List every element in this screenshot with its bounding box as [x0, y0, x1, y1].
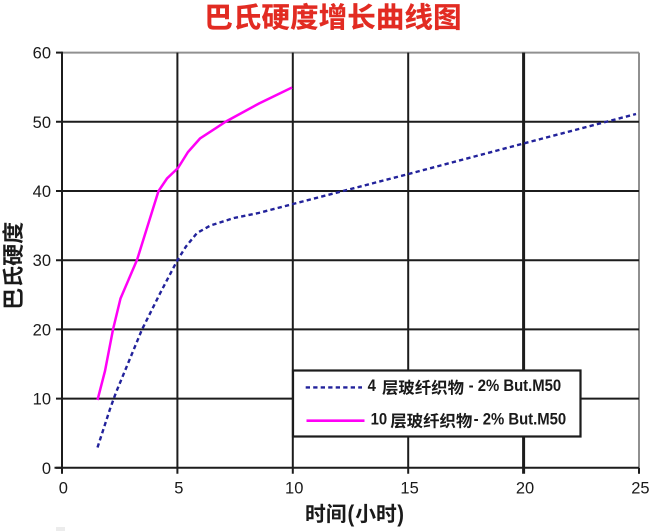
svg-text:15: 15	[400, 480, 418, 498]
svg-text:0: 0	[42, 460, 51, 478]
svg-text:40: 40	[33, 183, 51, 201]
svg-text:60: 60	[33, 45, 51, 63]
svg-text:(: (	[348, 500, 355, 527]
svg-text:20: 20	[33, 321, 51, 339]
svg-text:- 2% But.M50: - 2% But.M50	[474, 411, 567, 429]
svg-text:4: 4	[368, 377, 376, 395]
svg-text:25: 25	[631, 480, 649, 498]
svg-text:): )	[397, 500, 404, 527]
svg-text:0: 0	[59, 480, 68, 498]
svg-text:5: 5	[174, 480, 183, 498]
svg-text:30: 30	[33, 252, 51, 270]
svg-text:10: 10	[33, 391, 51, 409]
svg-text:10: 10	[371, 411, 388, 429]
svg-text:20: 20	[516, 480, 534, 498]
svg-text:50: 50	[33, 114, 51, 132]
svg-text:- 2% But.M50: - 2% But.M50	[469, 377, 562, 395]
svg-text:10: 10	[285, 480, 303, 498]
